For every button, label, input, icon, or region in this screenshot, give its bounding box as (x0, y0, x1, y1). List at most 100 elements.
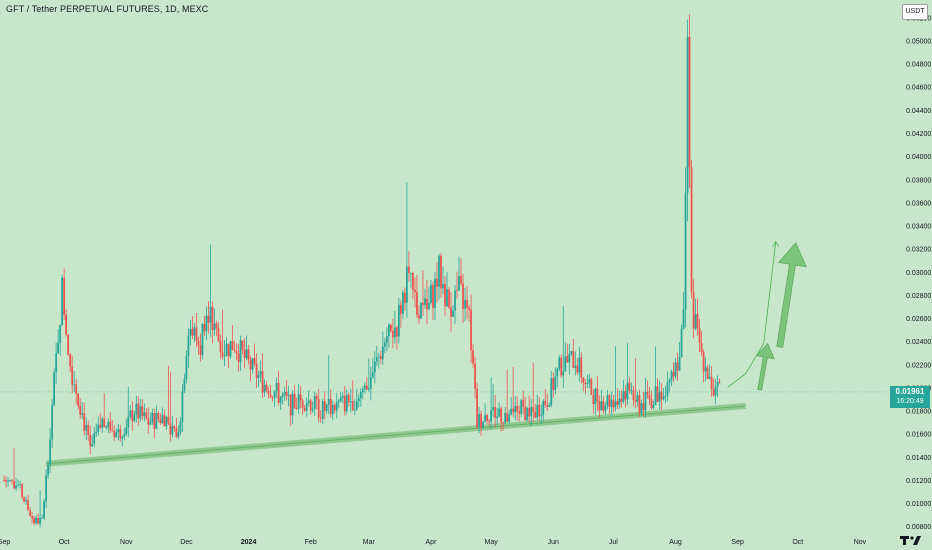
forecast-arrow (755, 342, 775, 391)
candle-body (508, 414, 511, 422)
candle-body (590, 378, 593, 395)
candle-body (712, 389, 715, 396)
candle-body (698, 327, 701, 343)
candle-body (279, 396, 282, 403)
candle-body (674, 362, 677, 377)
last-price-badge: 0.01961 16:20:49 (890, 386, 930, 408)
candle-body (562, 371, 565, 376)
candle-body (618, 398, 621, 405)
candle-body (620, 398, 623, 402)
candle-body (361, 389, 364, 392)
candle-body (534, 411, 537, 418)
candle-body (159, 419, 162, 423)
candle-body (650, 399, 653, 409)
x-tick-label: Oct (59, 539, 70, 546)
candle-body (393, 327, 396, 338)
candle-body (93, 433, 96, 444)
candle-body (363, 385, 366, 390)
candle-body (652, 405, 655, 409)
candle-body (345, 394, 348, 412)
candle-body (510, 408, 513, 415)
candle-body (474, 363, 476, 389)
candle-body (277, 382, 280, 403)
candle-body (17, 485, 19, 486)
candle-body (353, 409, 356, 411)
candle-body (606, 395, 609, 406)
candle-body (556, 368, 559, 377)
candle-body (518, 411, 521, 414)
candle-body (426, 298, 428, 310)
candle-body (171, 426, 174, 435)
candle-body (175, 428, 178, 437)
candle-body (458, 276, 460, 291)
candle-body (117, 429, 120, 433)
candle-body (321, 401, 324, 419)
candle-body (404, 292, 406, 303)
candle-body (410, 273, 412, 274)
candle-body (31, 516, 33, 519)
candle-body (442, 284, 444, 289)
candle-body (686, 37, 689, 193)
tradingview-logo-icon[interactable] (900, 534, 922, 546)
candle-body (255, 363, 258, 379)
candle-body (440, 255, 442, 289)
projection-arrowhead (772, 240, 780, 247)
candle-body (207, 315, 210, 323)
candle-body (640, 403, 643, 414)
candle-body (11, 480, 13, 482)
candle-body (414, 289, 416, 293)
candle-body (43, 501, 45, 519)
support-trend-line-edge (46, 405, 746, 465)
candle-body (648, 394, 651, 400)
candle-body (434, 278, 436, 308)
candle-body (528, 408, 531, 417)
x-tick-label: Sep (0, 539, 10, 546)
y-tick-label: 0.04000 (906, 154, 931, 161)
currency-unit-button[interactable]: USDT (902, 4, 928, 20)
candle-body (588, 378, 591, 384)
y-tick-label: 0.02400 (906, 339, 931, 346)
x-tick-label: Jun (548, 539, 559, 546)
candle-body (400, 304, 402, 314)
candle-body (478, 413, 480, 428)
x-axis: Sep Oct Nov Dec 2024 Feb Mar Apr May Jun Jul Aug Sep… (0, 539, 867, 546)
candle-body (614, 401, 617, 408)
candle-body (123, 434, 126, 437)
candle-body (616, 401, 619, 405)
candle-body (141, 406, 144, 417)
candle-body (702, 352, 705, 372)
candle-body (383, 342, 386, 347)
candle-body (261, 371, 264, 393)
candle-body (187, 335, 190, 356)
candle-body (129, 410, 132, 417)
y-tick-label: 0.03400 (906, 224, 931, 231)
candle-body (714, 386, 717, 396)
candle-body (173, 426, 176, 429)
candle-body (237, 353, 240, 363)
candle-body (41, 518, 43, 519)
candle-body (660, 391, 663, 400)
candle-body (373, 361, 376, 373)
candle-body (506, 413, 509, 422)
candle-body (532, 407, 535, 412)
candle-body (157, 412, 160, 420)
candle-body (221, 351, 224, 357)
candle-body (311, 408, 314, 411)
candle-body (217, 328, 220, 341)
candle-body (552, 378, 555, 391)
candle-body (145, 412, 148, 419)
candle-body (574, 365, 577, 368)
y-tick-label: 0.01600 (906, 432, 931, 439)
candle-body (77, 393, 80, 406)
x-tick-label: Dec (180, 539, 193, 546)
candle-body (205, 315, 208, 332)
candle-body (339, 397, 342, 401)
candle-body (582, 377, 585, 383)
candle-body (496, 416, 499, 418)
y-tick-label: 0.02200 (906, 362, 931, 369)
candle-body (97, 424, 100, 433)
candle-body (347, 394, 350, 403)
candle-body (225, 343, 228, 356)
